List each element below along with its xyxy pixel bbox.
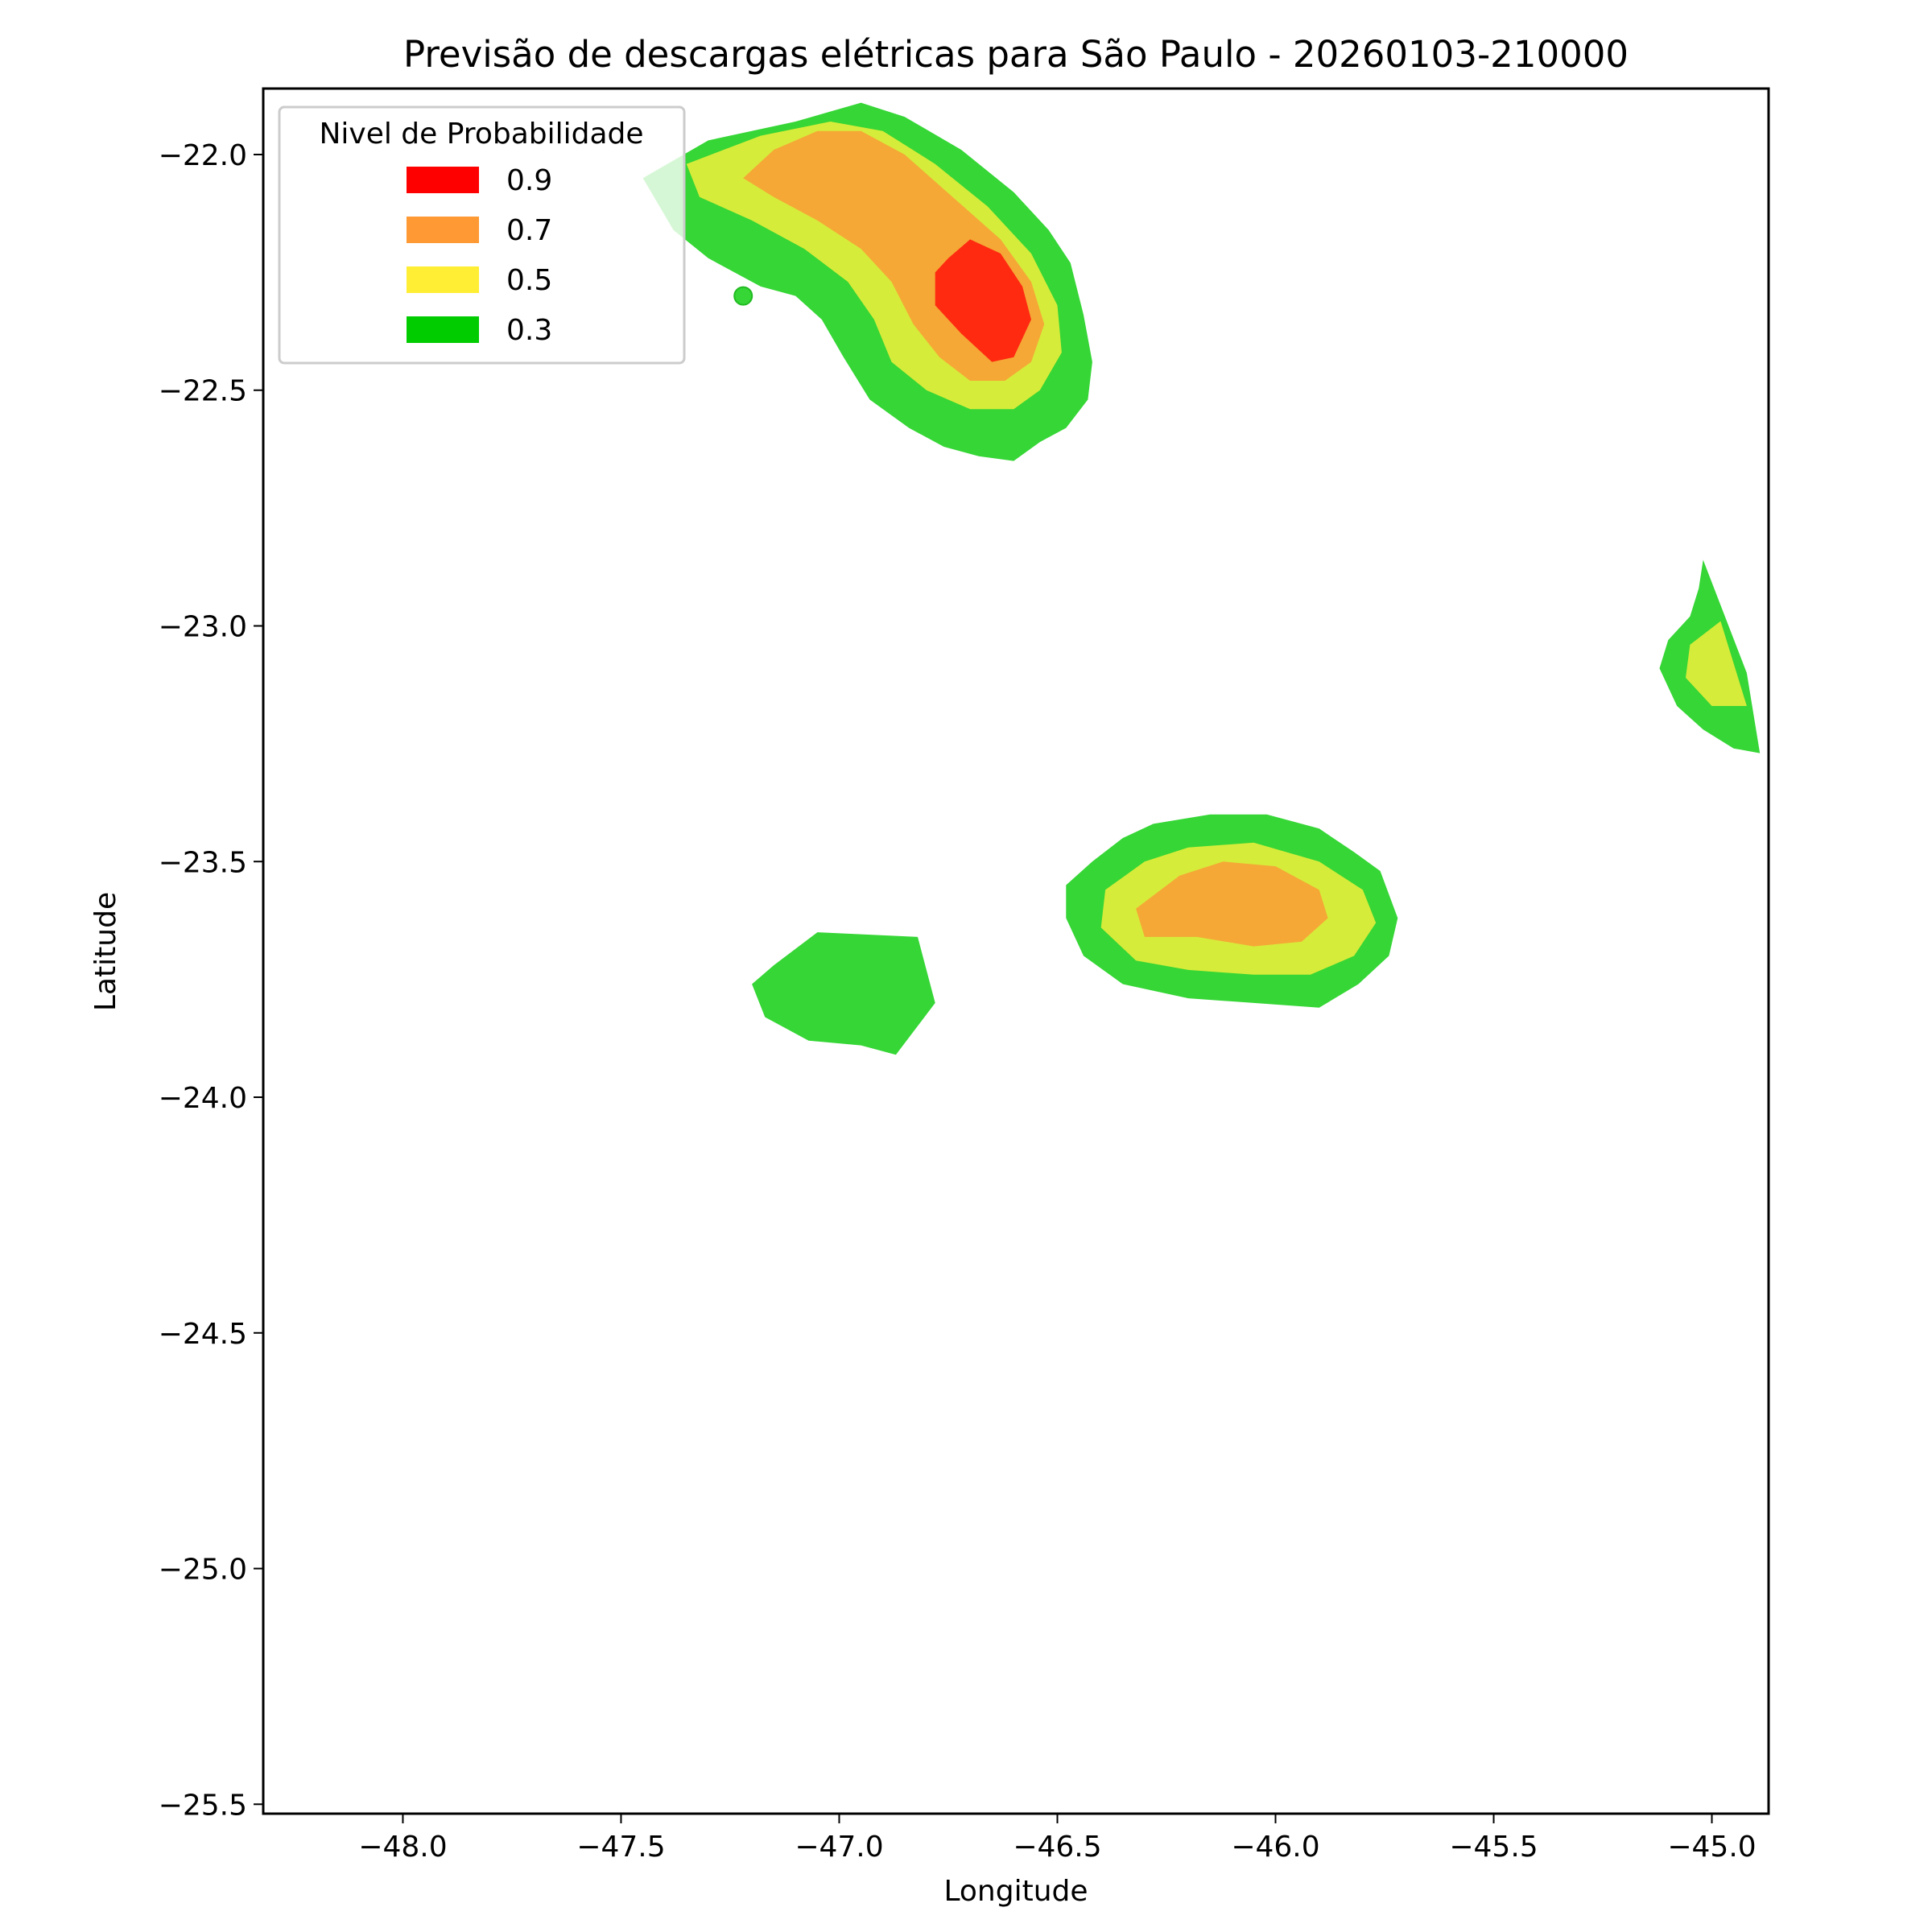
contour-level-0-9 [935,239,1031,362]
plot-frame [262,87,1770,1815]
legend-label: 0.9 [506,164,552,197]
y-tick-label: −25.0 [159,1554,247,1587]
plot-area [642,102,1761,1055]
legend-box [278,105,686,365]
y-tick-label: −23.0 [159,610,247,643]
sao-paulo-cell [1066,814,1398,1008]
chart-title: Previsão de descargas elétricas para São… [403,33,1629,76]
x-axis: −48.0 −47.5 −47.0 −46.5 −46.0 −45.5 −45.0 [358,1814,1757,1864]
y-tick-label: −23.5 [159,846,247,879]
santos-cell [752,932,935,1055]
x-tick-label: −45.0 [1667,1831,1756,1864]
east-cell [1659,559,1761,753]
x-tick-label: −48.0 [358,1831,447,1864]
legend-label: 0.5 [506,264,552,297]
legend-label: 0.7 [506,214,552,247]
y-tick-label: −24.0 [159,1082,247,1115]
x-tick-label: −45.5 [1449,1831,1538,1864]
campinas-cell [642,102,1092,461]
legend-title: Nivel de Probabilidade [319,118,643,151]
contour-level-0-7 [1136,861,1328,947]
legend: Nivel de Probabilidade 0.9 0.7 0.5 0.3 [278,105,686,365]
y-tick-label: −24.5 [159,1318,247,1351]
x-tick-label: −46.0 [1231,1831,1319,1864]
legend-label: 0.3 [506,314,552,347]
contour-level-0-3 [752,932,935,1055]
legend-swatch [407,266,479,293]
x-tick-label: −46.5 [1013,1831,1101,1864]
point-marker [733,286,753,306]
contour-level-0-5 [1686,621,1747,706]
legend-swatch [407,316,479,343]
y-tick-label: −25.5 [159,1789,247,1822]
y-tick-label: −22.0 [159,139,247,172]
legend-swatch [407,217,479,243]
y-axis: −22.0 −22.5 −23.0 −23.5 −24.0 −24.5 −25.0 −25.5 [159,139,263,1822]
x-axis-label: Longitude [943,1875,1088,1908]
x-tick-label: −47.0 [795,1831,883,1864]
legend-swatch [407,167,479,193]
y-axis-label: Latitude [89,892,122,1011]
y-tick-label: −22.5 [159,375,247,408]
x-tick-label: −47.5 [576,1831,665,1864]
